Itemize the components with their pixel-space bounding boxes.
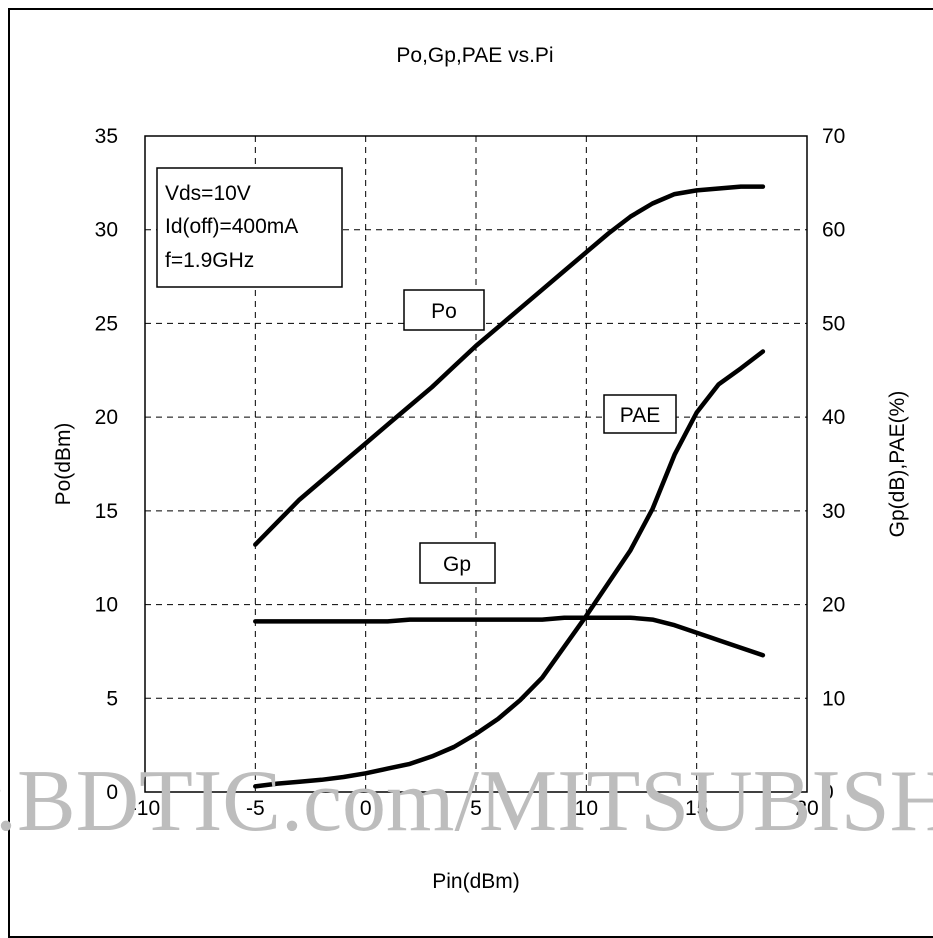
condition-line-id: Id(off)=400mA	[165, 215, 298, 238]
x-tick-label: 10	[575, 797, 598, 820]
y-right-tick-label: 40	[822, 406, 845, 429]
y-axis-right: 0 10 20 30 40 50 60 70	[822, 125, 845, 804]
x-tick-label: 15	[685, 797, 708, 820]
label-gp: Gp	[419, 542, 496, 584]
y-left-tick-label: 20	[95, 406, 118, 429]
label-gp-text: Gp	[443, 553, 471, 576]
y-right-tick-label: 60	[822, 219, 845, 242]
series-line-pae	[253, 349, 766, 789]
y-left-tick-label: 5	[106, 687, 118, 710]
plot-area	[144, 135, 808, 793]
x-tick-label: -10	[130, 797, 160, 820]
label-po-text: Po	[431, 300, 457, 323]
chart-title: Po,Gp,PAE vs.Pi	[396, 44, 553, 67]
label-po: Po	[403, 289, 485, 331]
label-pae-text: PAE	[620, 404, 660, 427]
series-line-po	[253, 184, 766, 547]
y-right-tick-label: 0	[822, 781, 834, 804]
y-right-tick-label: 20	[822, 594, 845, 617]
y-right-tick-label: 30	[822, 500, 845, 523]
y-left-tick-label: 30	[95, 219, 118, 242]
y-left-tick-label: 10	[95, 594, 118, 617]
y-axis-right-label: Gp(dB),PAE(%)	[886, 391, 909, 538]
condition-line-freq: f=1.9GHz	[165, 249, 254, 272]
x-tick-label: -5	[246, 797, 265, 820]
series-line-gp	[253, 615, 766, 658]
y-left-tick-label: 15	[95, 500, 118, 523]
y-axis-left: 0 5 10 15 20 25 30 35	[95, 125, 118, 804]
y-left-tick-label: 25	[95, 312, 118, 335]
x-tick-label: 0	[360, 797, 372, 820]
y-axis-left-label: Po(dBm)	[52, 423, 75, 506]
condition-box: Vds=10V Id(off)=400mA f=1.9GHz	[156, 167, 343, 288]
x-axis: -10 -5 0 5 10 15 20	[130, 797, 819, 820]
y-right-tick-label: 50	[822, 312, 845, 335]
y-right-tick-label: 70	[822, 125, 845, 148]
series-group	[253, 184, 766, 789]
watermark: www.BDTIC.com/MITSUBISHI	[0, 753, 933, 850]
y-left-tick-label: 0	[106, 781, 118, 804]
y-right-tick-label: 10	[822, 687, 845, 710]
label-pae: PAE	[603, 394, 677, 434]
condition-line-vds: Vds=10V	[165, 182, 251, 205]
x-axis-label: Pin(dBm)	[432, 870, 520, 893]
x-tick-label: 5	[470, 797, 482, 820]
x-tick-label: 20	[795, 797, 818, 820]
y-left-tick-label: 35	[95, 125, 118, 148]
